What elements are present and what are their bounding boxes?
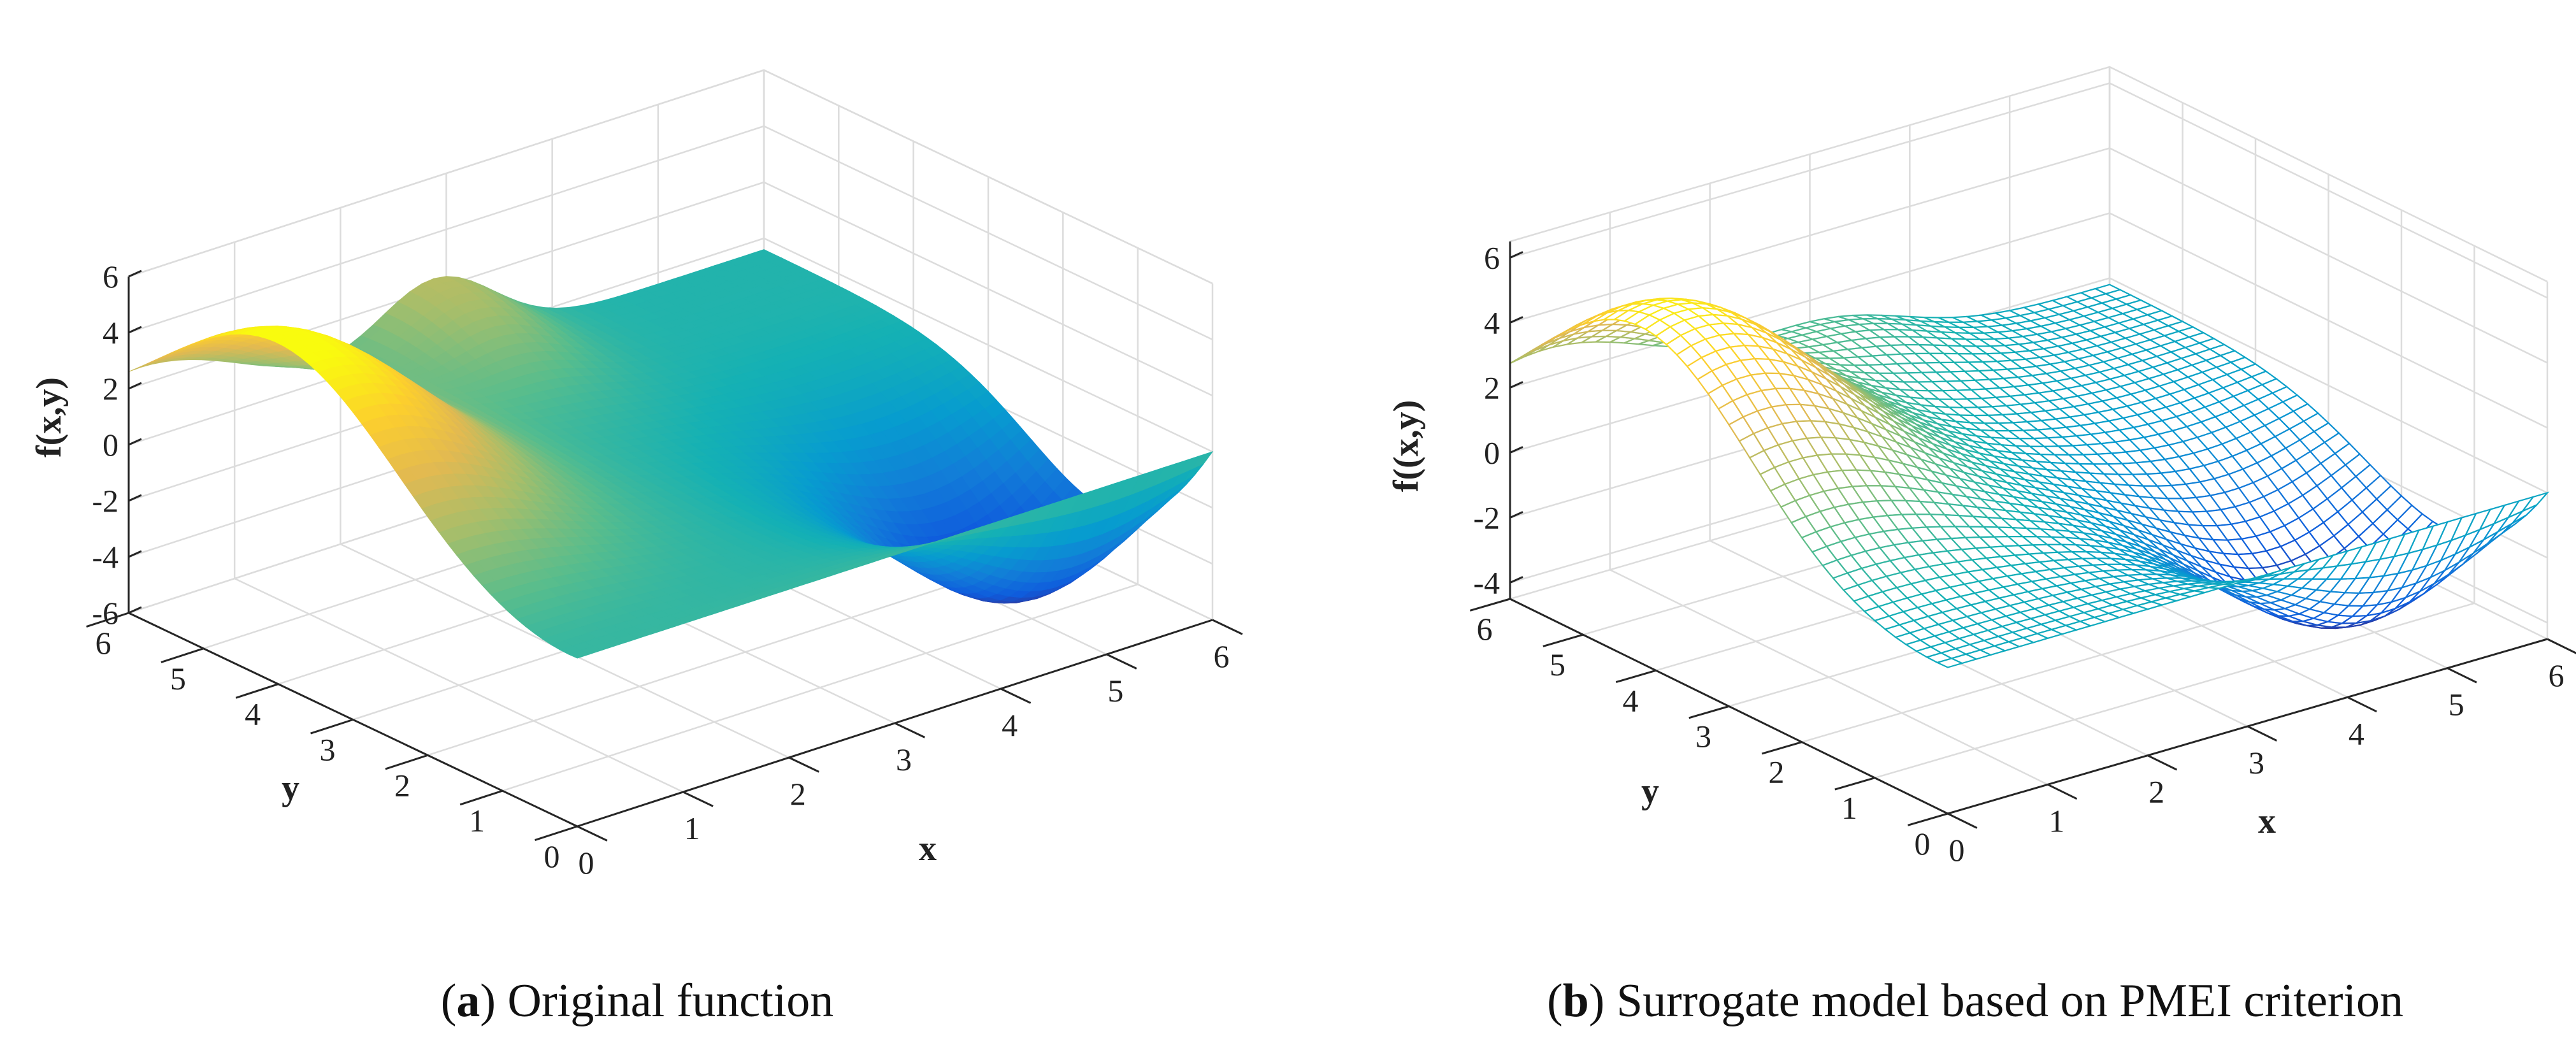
x-tick bbox=[682, 791, 714, 807]
y-tick-label: 0 bbox=[1915, 826, 1931, 861]
panel-b-y-axis-label: y bbox=[1641, 772, 1659, 811]
z-tick-label: 4 bbox=[103, 315, 119, 350]
x-tick-label: 2 bbox=[2148, 774, 2164, 810]
y-tick-label: 3 bbox=[320, 732, 336, 768]
x-tick-label: 3 bbox=[896, 742, 912, 777]
y-tick-label: 6 bbox=[1477, 611, 1493, 647]
x-tick-label: 0 bbox=[1949, 832, 1965, 868]
y-tick-label: 4 bbox=[245, 696, 261, 732]
panel-a-caption: (a) Original function bbox=[441, 975, 834, 1027]
x-tick bbox=[1212, 619, 1243, 635]
x-tick bbox=[2147, 754, 2178, 771]
panel-b-caption: (b) Surrogate model based on PMEI criter… bbox=[1547, 975, 2403, 1027]
grid-line bbox=[128, 69, 1213, 285]
grid-line bbox=[502, 583, 1139, 792]
x-tick bbox=[1106, 653, 1137, 670]
grid-line bbox=[1509, 82, 2548, 299]
panel-b-z-axis-label: f((x,y) bbox=[1386, 400, 1426, 493]
z-tick-label: 6 bbox=[103, 259, 119, 294]
z-tick-label: 6 bbox=[1484, 240, 1500, 276]
z-tick-label: 4 bbox=[1484, 305, 1500, 341]
panel-a-caption-text: Original function bbox=[508, 975, 834, 1027]
z-tick-label: 2 bbox=[1484, 370, 1500, 406]
z-tick-label: 0 bbox=[103, 427, 119, 463]
y-tick-label: 3 bbox=[1695, 719, 1711, 754]
y-tick-label: 4 bbox=[1623, 682, 1639, 718]
x-tick bbox=[2547, 638, 2576, 654]
panel-a-y-axis-label: y bbox=[282, 768, 299, 808]
y-tick bbox=[1761, 741, 1802, 755]
panel-b-caption-letter: b bbox=[1563, 975, 1589, 1027]
y-tick bbox=[1543, 633, 1583, 647]
y-tick-label: 5 bbox=[1550, 647, 1565, 682]
x-tick-label: 2 bbox=[790, 776, 806, 812]
z-tick-label: -2 bbox=[1473, 500, 1500, 536]
y-tick-label: 2 bbox=[1769, 754, 1785, 790]
x-tick bbox=[577, 825, 608, 842]
x-tick bbox=[2447, 667, 2477, 684]
z-tick-label: 0 bbox=[1484, 435, 1500, 471]
grid-line bbox=[128, 69, 1213, 285]
panel-b-surface-plot: 0 1 2 3 4 5 6 0 1 2 3 4 5 6 -4 -2 0 2 4 6 f((x,y) y x (b) S… bbox=[1386, 66, 2576, 1027]
x-tick bbox=[2247, 725, 2277, 742]
z-tick-label: 2 bbox=[103, 371, 119, 406]
y-tick-label: 0 bbox=[544, 838, 560, 874]
y-tick-label: 5 bbox=[170, 661, 186, 696]
y-tick bbox=[1469, 598, 1511, 612]
grid-line bbox=[1509, 66, 2548, 283]
x-tick-label: 6 bbox=[1214, 638, 1230, 674]
x-tick bbox=[894, 722, 926, 738]
y-tick bbox=[1834, 777, 1875, 791]
x-tick-label: 3 bbox=[2249, 745, 2264, 780]
y-tick bbox=[1688, 705, 1729, 719]
x-tick bbox=[2347, 696, 2377, 713]
panel-a-x-axis-label: x bbox=[919, 829, 937, 868]
x-tick-label: 5 bbox=[2449, 687, 2464, 723]
panel-a-caption-letter: a bbox=[456, 975, 480, 1027]
panel-b-caption-text: Surrogate model based on PMEI criterion bbox=[1616, 975, 2403, 1027]
z-tick-label: -4 bbox=[1473, 565, 1500, 601]
panel-a-surface bbox=[128, 249, 1214, 659]
x-tick bbox=[1947, 812, 1978, 829]
x-tick-label: 4 bbox=[1002, 707, 1018, 743]
y-tick bbox=[1615, 669, 1657, 684]
x-tick-label: 0 bbox=[579, 845, 594, 881]
x-tick-label: 1 bbox=[684, 810, 700, 846]
z-tick-label: -4 bbox=[92, 539, 119, 575]
panel-b-x-axis-label: x bbox=[2258, 802, 2276, 841]
y-tick-label: 1 bbox=[1841, 790, 1857, 826]
panel-a-z-axis-label: f(x,y) bbox=[29, 377, 69, 457]
x-tick-label: 4 bbox=[2349, 716, 2364, 751]
x-tick bbox=[1000, 687, 1032, 704]
x-tick bbox=[788, 756, 819, 773]
x-tick-label: 1 bbox=[2048, 803, 2064, 838]
y-tick bbox=[1907, 812, 1948, 826]
z-tick-label: -6 bbox=[92, 595, 119, 631]
z-tick-label: -2 bbox=[92, 483, 119, 519]
x-tick-label: 5 bbox=[1107, 673, 1123, 709]
y-tick-label: 2 bbox=[394, 767, 410, 803]
y-tick-label: 1 bbox=[469, 803, 485, 838]
x-tick bbox=[2047, 783, 2078, 800]
x-tick-label: 6 bbox=[2549, 658, 2565, 693]
